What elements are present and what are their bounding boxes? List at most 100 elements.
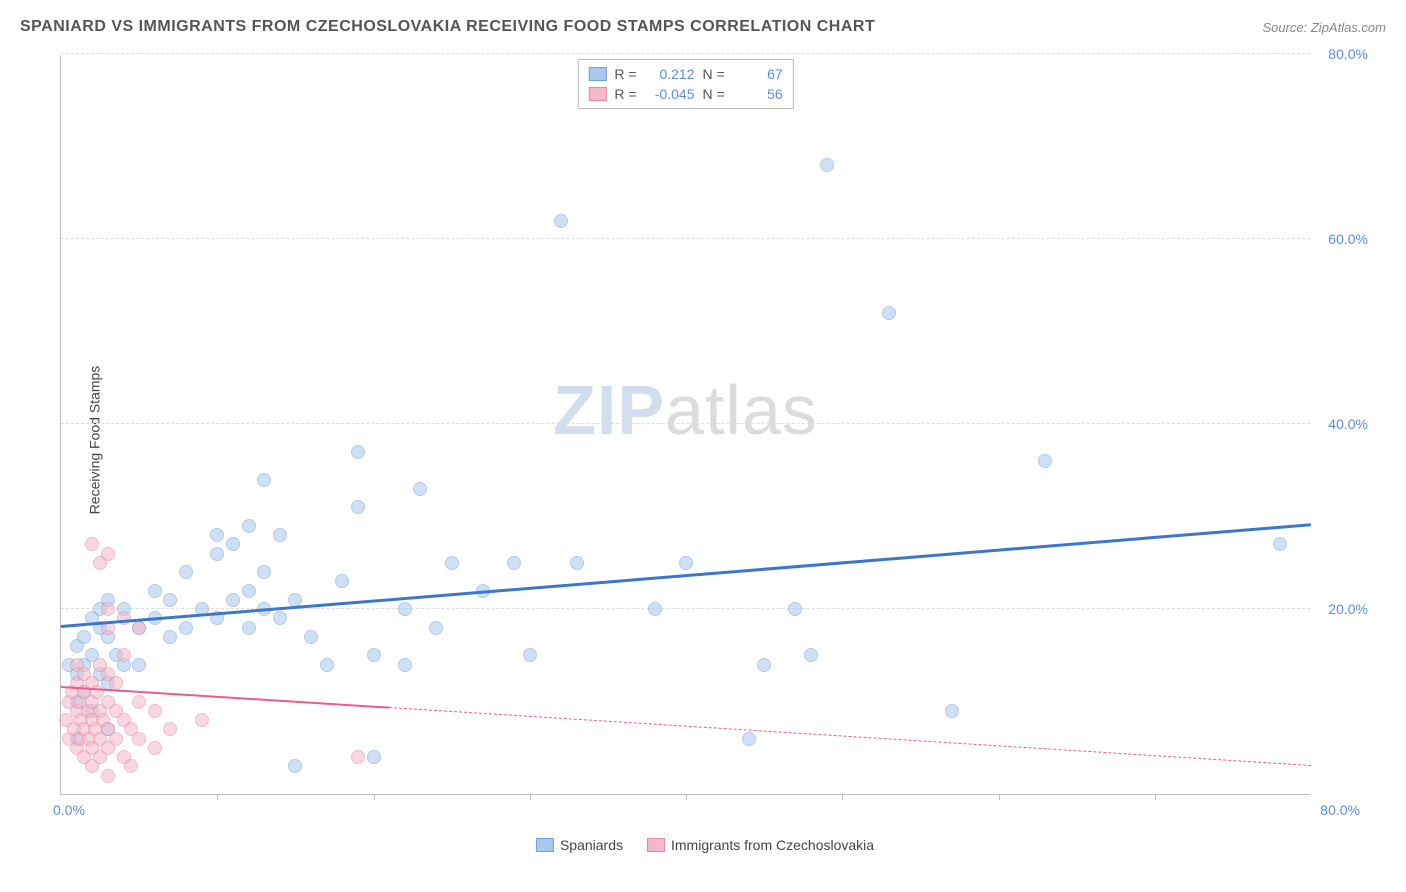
data-point [1038,454,1052,468]
legend-item-series1: Spaniards [536,837,623,853]
gridline [61,53,1310,54]
x-tick-max: 80.0% [1320,802,1360,818]
data-point [124,759,138,773]
x-tick-mark [999,794,1000,800]
data-point [413,482,427,496]
data-point [273,528,287,542]
data-point [648,602,662,616]
stats-row-series1: R = 0.212 N = 67 [588,64,782,84]
r-value-series2: -0.045 [645,86,695,102]
data-point [304,630,318,644]
swatch-series1 [588,67,606,81]
swatch-series1-bottom [536,838,554,852]
r-label-2: R = [614,86,636,102]
y-tick-label: 20.0% [1328,601,1368,617]
data-point [445,556,459,570]
data-point [945,704,959,718]
data-point [242,584,256,598]
data-point [507,556,521,570]
data-point [1273,537,1287,551]
data-point [148,704,162,718]
data-point [179,565,193,579]
y-tick-label: 40.0% [1328,416,1368,432]
data-point [351,750,365,764]
data-point [804,648,818,662]
data-point [117,648,131,662]
source-attribution: Source: ZipAtlas.com [1262,20,1386,35]
chart-title: SPANIARD VS IMMIGRANTS FROM CZECHOSLOVAK… [20,18,875,36]
x-tick-mark [374,794,375,800]
data-point [554,214,568,228]
data-point [163,722,177,736]
r-value-series1: 0.212 [645,66,695,82]
data-point [132,732,146,746]
legend-item-series2: Immigrants from Czechoslovakia [647,837,874,853]
x-tick-min: 0.0% [53,802,85,818]
data-point [288,759,302,773]
data-point [429,621,443,635]
data-point [335,574,349,588]
data-point [109,676,123,690]
data-point [226,593,240,607]
data-point [195,713,209,727]
data-point [132,658,146,672]
data-point [351,445,365,459]
data-point [367,648,381,662]
watermark: ZIPatlas [553,370,818,450]
data-point [132,695,146,709]
x-tick-mark [530,794,531,800]
data-point [273,611,287,625]
data-point [163,593,177,607]
data-point [320,658,334,672]
data-point [242,621,256,635]
data-point [179,621,193,635]
chart-area: Receiving Food Stamps ZIPatlas R = 0.212… [60,55,1350,825]
data-point [109,732,123,746]
data-point [210,528,224,542]
data-point [163,630,177,644]
legend-label-series1: Spaniards [560,837,623,853]
gridline [61,238,1310,239]
data-point [148,584,162,598]
data-point [882,306,896,320]
watermark-atlas: atlas [665,371,818,449]
data-point [788,602,802,616]
data-point [85,537,99,551]
data-point [101,769,115,783]
x-tick-mark [217,794,218,800]
y-tick-label: 60.0% [1328,231,1368,247]
data-point [742,732,756,746]
gridline [61,423,1310,424]
watermark-zip: ZIP [553,371,665,449]
swatch-series2-bottom [647,838,665,852]
data-point [398,658,412,672]
bottom-legend: Spaniards Immigrants from Czechoslovakia [536,837,874,853]
header: SPANIARD VS IMMIGRANTS FROM CZECHOSLOVAK… [20,18,1386,36]
data-point [210,547,224,561]
trendline [61,523,1311,628]
data-point [523,648,537,662]
legend-label-series2: Immigrants from Czechoslovakia [671,837,874,853]
data-point [351,500,365,514]
data-point [226,537,240,551]
data-point [257,565,271,579]
plot-region: ZIPatlas R = 0.212 N = 67 R = -0.045 N =… [60,55,1310,795]
data-point [242,519,256,533]
n-value-series1: 67 [733,66,783,82]
r-label: R = [614,66,636,82]
data-point [132,621,146,635]
data-point [101,602,115,616]
swatch-series2 [588,87,606,101]
data-point [77,630,91,644]
data-point [257,473,271,487]
stats-legend-box: R = 0.212 N = 67 R = -0.045 N = 56 [577,59,793,109]
trendline-extrapolated [389,707,1311,766]
data-point [398,602,412,616]
x-tick-mark [1155,794,1156,800]
y-tick-label: 80.0% [1328,46,1368,62]
n-label: N = [703,66,725,82]
source-prefix: Source: [1262,20,1310,35]
x-tick-mark [842,794,843,800]
source-name: ZipAtlas.com [1311,20,1386,35]
data-point [820,158,834,172]
